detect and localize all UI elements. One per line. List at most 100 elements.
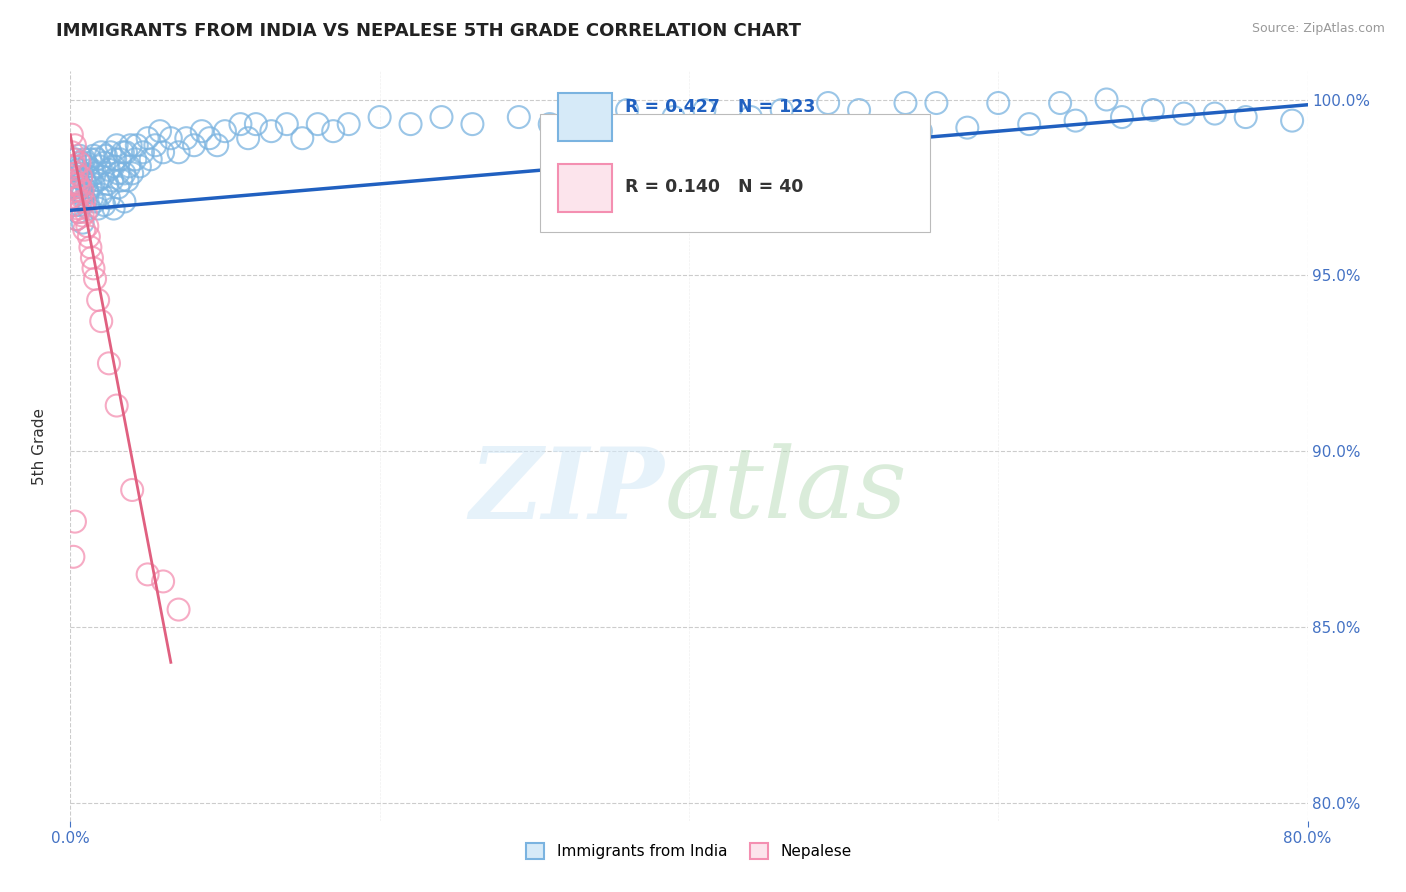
- Point: [191, 124, 214, 138]
- Point: [80, 162, 103, 177]
- Point: [167, 602, 190, 616]
- Point: [848, 103, 870, 117]
- Point: [107, 180, 129, 194]
- Point: [107, 166, 129, 180]
- Point: [77, 202, 100, 216]
- Point: [60, 128, 83, 142]
- Point: [90, 187, 112, 202]
- Point: [72, 166, 94, 180]
- Point: [149, 124, 172, 138]
- Point: [98, 191, 120, 205]
- Point: [136, 567, 159, 582]
- Point: [103, 159, 125, 173]
- Point: [1064, 113, 1087, 128]
- Point: [538, 117, 561, 131]
- Point: [62, 159, 84, 173]
- Point: [73, 222, 96, 236]
- Point: [108, 153, 131, 167]
- Point: [60, 169, 83, 184]
- Point: [1018, 117, 1040, 131]
- Point: [62, 177, 84, 191]
- Point: [120, 138, 142, 153]
- Point: [60, 191, 83, 205]
- Point: [125, 138, 148, 153]
- Point: [121, 483, 143, 497]
- Text: ZIP: ZIP: [470, 442, 664, 539]
- Point: [93, 198, 115, 212]
- Point: [79, 180, 101, 194]
- Point: [91, 169, 114, 184]
- Point: [90, 145, 112, 160]
- Point: [322, 124, 344, 138]
- Text: R = 0.140   N = 40: R = 0.140 N = 40: [624, 178, 803, 196]
- Point: [76, 219, 98, 234]
- Point: [76, 159, 98, 173]
- Point: [93, 156, 115, 170]
- Point: [79, 240, 101, 254]
- Point: [69, 177, 91, 191]
- Point: [65, 169, 87, 184]
- Point: [238, 131, 260, 145]
- Point: [62, 153, 84, 167]
- Point: [69, 180, 91, 194]
- Point: [70, 169, 93, 184]
- Point: [662, 110, 685, 124]
- Point: [461, 117, 484, 131]
- Point: [77, 229, 100, 244]
- Point: [69, 156, 91, 170]
- Point: [98, 356, 120, 370]
- Point: [894, 95, 917, 110]
- Point: [770, 103, 793, 117]
- Point: [82, 261, 105, 276]
- Point: [87, 293, 110, 307]
- FancyBboxPatch shape: [540, 114, 931, 233]
- Point: [70, 156, 93, 170]
- Point: [129, 159, 152, 173]
- Point: [124, 153, 146, 167]
- Point: [136, 131, 159, 145]
- Point: [1111, 110, 1133, 124]
- Point: [139, 153, 162, 167]
- Point: [863, 128, 886, 142]
- Point: [69, 149, 91, 163]
- Text: Source: ZipAtlas.com: Source: ZipAtlas.com: [1251, 22, 1385, 36]
- Point: [110, 173, 132, 187]
- Point: [1204, 106, 1226, 120]
- Point: [1049, 95, 1071, 110]
- Point: [96, 177, 118, 191]
- Point: [337, 117, 360, 131]
- Text: IMMIGRANTS FROM INDIA VS NEPALESE 5TH GRADE CORRELATION CHART: IMMIGRANTS FROM INDIA VS NEPALESE 5TH GR…: [56, 22, 801, 40]
- Point: [117, 173, 139, 187]
- Point: [98, 162, 120, 177]
- Point: [214, 124, 236, 138]
- Point: [1173, 106, 1195, 120]
- Point: [94, 149, 117, 163]
- Point: [1281, 113, 1303, 128]
- Point: [229, 117, 252, 131]
- Point: [111, 145, 134, 160]
- Point: [508, 110, 530, 124]
- Point: [75, 177, 97, 191]
- Point: [145, 138, 166, 153]
- Point: [67, 184, 90, 198]
- Point: [167, 145, 190, 160]
- Text: atlas: atlas: [664, 443, 907, 539]
- Point: [121, 166, 143, 180]
- Point: [63, 184, 86, 198]
- Point: [198, 131, 221, 145]
- Point: [63, 515, 86, 529]
- Text: 5th Grade: 5th Grade: [32, 408, 46, 484]
- Point: [63, 138, 86, 153]
- Point: [276, 117, 298, 131]
- Point: [82, 149, 105, 163]
- Point: [399, 117, 422, 131]
- Point: [65, 212, 87, 227]
- Point: [910, 124, 932, 138]
- Point: [1234, 110, 1257, 124]
- Point: [60, 145, 83, 160]
- Point: [70, 180, 93, 194]
- Point: [75, 194, 97, 209]
- Point: [73, 194, 96, 209]
- Point: [75, 156, 97, 170]
- Point: [63, 159, 86, 173]
